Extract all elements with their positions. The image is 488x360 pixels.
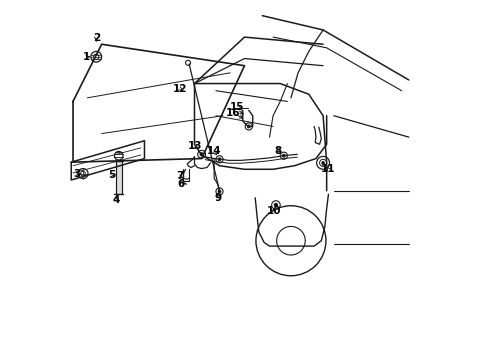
Text: 2: 2	[92, 33, 100, 43]
Text: 12: 12	[173, 84, 187, 94]
Text: 3: 3	[73, 168, 80, 179]
Circle shape	[282, 154, 285, 157]
Text: 7: 7	[176, 171, 183, 181]
Text: 9: 9	[214, 193, 221, 203]
Circle shape	[218, 190, 221, 193]
Circle shape	[247, 125, 250, 128]
Circle shape	[321, 162, 324, 164]
Text: 1: 1	[82, 52, 90, 62]
Text: 6: 6	[177, 179, 184, 189]
Text: 4: 4	[112, 195, 120, 204]
Text: 15: 15	[230, 102, 244, 112]
Text: 5: 5	[108, 170, 115, 180]
Circle shape	[274, 203, 277, 207]
Text: 16: 16	[225, 108, 240, 118]
Text: 8: 8	[274, 146, 282, 156]
Text: 11: 11	[321, 164, 335, 174]
Text: 14: 14	[206, 147, 221, 157]
Text: 10: 10	[266, 206, 281, 216]
Circle shape	[218, 158, 221, 161]
Circle shape	[200, 153, 203, 156]
Text: 13: 13	[187, 141, 202, 151]
